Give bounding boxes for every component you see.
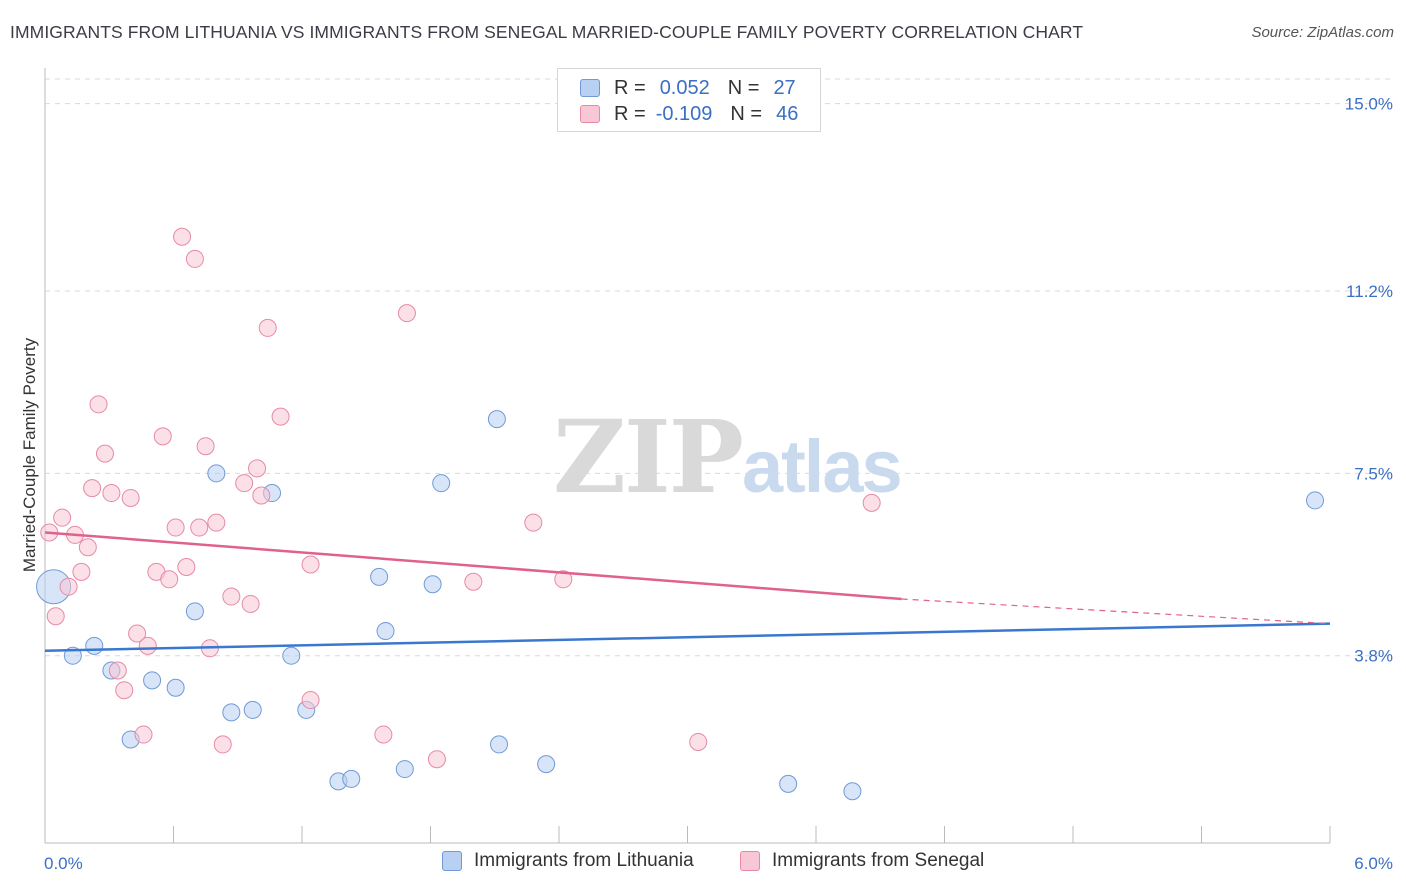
legend-row-senegal: R = -0.109 N = 46 [580, 101, 798, 127]
data-point-senegal [213, 735, 232, 754]
legend-n-value: 46 [776, 102, 799, 125]
data-point-senegal [166, 518, 185, 537]
data-point-lithuania [166, 678, 185, 697]
legend-item-senegal: Immigrants from Senegal [740, 850, 984, 872]
data-point-lithuania [490, 735, 509, 754]
data-point-senegal [138, 636, 157, 655]
data-point-senegal [235, 474, 254, 493]
data-point-senegal [248, 459, 267, 478]
legend-swatch-lithuania [442, 851, 462, 871]
data-point-senegal [374, 725, 393, 744]
data-point-senegal [222, 587, 241, 606]
x-tick-label: 0.0% [44, 854, 83, 873]
data-point-lithuania [843, 782, 862, 801]
data-point-senegal [173, 227, 192, 246]
data-point-senegal [115, 681, 134, 700]
data-point-lithuania [243, 700, 262, 719]
trend-line-lithuania [44, 622, 1331, 653]
data-point-senegal [134, 725, 153, 744]
x-tick-label: 6.0% [1354, 854, 1393, 873]
data-point-senegal [83, 479, 102, 498]
data-point-lithuania [1306, 491, 1325, 510]
legend-r-label: R = [614, 76, 646, 99]
data-point-senegal [524, 513, 543, 532]
data-point-senegal [102, 484, 121, 503]
data-point-senegal [252, 486, 271, 505]
chart-title: IMMIGRANTS FROM LITHUANIA VS IMMIGRANTS … [10, 22, 1084, 42]
legend-n-value: 27 [773, 76, 796, 99]
data-point-lithuania [143, 671, 162, 690]
legend-swatch-senegal [580, 105, 600, 123]
y-tick-label: 7.5% [1354, 464, 1393, 483]
data-point-lithuania [779, 774, 798, 793]
data-point-lithuania [376, 622, 395, 641]
data-point-senegal [241, 594, 260, 613]
legend-r-label: R = [614, 102, 646, 125]
watermark: ZIPatlas [553, 398, 903, 516]
data-point-senegal [72, 562, 91, 581]
data-point-senegal [128, 624, 147, 643]
data-point-senegal [160, 570, 179, 589]
data-point-lithuania [282, 646, 301, 665]
data-point-lithuania [423, 575, 442, 594]
legend-n-label: N = [727, 76, 760, 99]
data-point-senegal [185, 249, 204, 268]
data-point-senegal [59, 577, 78, 596]
data-point-senegal [190, 518, 209, 537]
data-point-senegal [153, 427, 172, 446]
data-point-senegal [271, 407, 290, 426]
data-point-lithuania [370, 567, 389, 586]
data-point-senegal [554, 570, 573, 589]
data-point-senegal [464, 572, 483, 591]
data-point-senegal [89, 395, 108, 414]
legend-label-lithuania: Immigrants from Lithuania [474, 850, 694, 871]
data-point-lithuania [342, 769, 361, 788]
legend-swatch-senegal [740, 851, 760, 871]
data-point-lithuania [395, 760, 414, 779]
y-tick-label: 11.2% [1346, 282, 1393, 301]
watermark-zip: ZIP [553, 398, 744, 516]
legend-item-lithuania: Immigrants from Lithuania [442, 850, 694, 872]
data-point-senegal [177, 557, 196, 576]
y-tick-label: 3.8% [1354, 647, 1393, 666]
data-point-senegal [108, 661, 127, 680]
data-point-senegal [397, 304, 416, 323]
data-point-senegal [207, 513, 226, 532]
data-point-senegal [53, 508, 72, 527]
legend-r-value: -0.109 [655, 102, 713, 125]
data-point-senegal [301, 555, 320, 574]
watermark-atlas: atlas [741, 425, 903, 508]
data-point-senegal [121, 488, 140, 507]
correlation-legend: R = 0.052 N = 27 R = -0.109 N = 46 [557, 68, 821, 132]
legend-label-senegal: Immigrants from Senegal [772, 850, 985, 871]
legend-n-label: N = [730, 102, 763, 125]
data-point-lithuania [487, 410, 506, 429]
trend-line-senegal [44, 531, 902, 601]
trend-line-dashed-senegal [901, 598, 1331, 625]
source-credit: Source: ZipAtlas.com [1251, 24, 1394, 41]
legend-r-value: 0.052 [659, 76, 710, 99]
y-axis-label: Married-Couple Family Poverty [20, 337, 39, 573]
data-point-senegal [258, 318, 277, 337]
legend-row-lithuania: R = 0.052 N = 27 [580, 75, 796, 101]
data-point-senegal [196, 437, 215, 456]
legend-swatch-lithuania [580, 79, 600, 97]
data-point-lithuania [222, 703, 241, 722]
data-point-senegal [46, 607, 65, 626]
data-point-senegal [689, 732, 708, 751]
data-point-lithuania [207, 464, 226, 483]
data-point-senegal [95, 444, 114, 463]
y-tick-label: 15.0% [1345, 95, 1393, 114]
data-point-senegal [862, 493, 881, 512]
data-point-senegal [78, 538, 97, 557]
data-point-lithuania [185, 602, 204, 621]
data-point-senegal [427, 750, 446, 769]
data-point-lithuania [537, 755, 556, 774]
data-point-lithuania [432, 474, 451, 493]
data-point-senegal [301, 691, 320, 710]
data-point-lithuania [85, 636, 104, 655]
